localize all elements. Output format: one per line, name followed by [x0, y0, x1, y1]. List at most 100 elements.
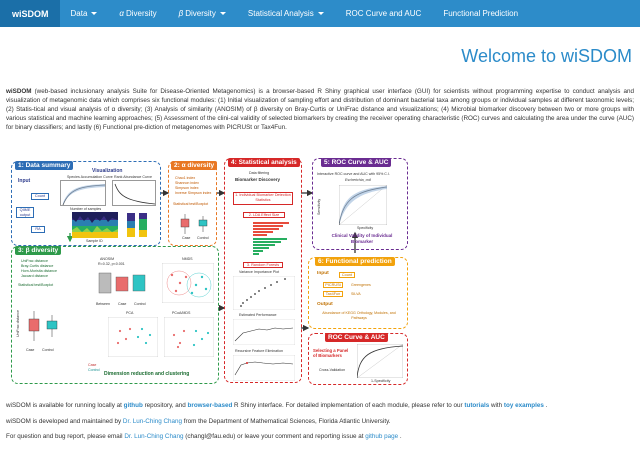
panel-roc-auc: 5: ROC Curve & AUC Interactive ROC curve… — [312, 158, 408, 250]
p3-dist-2: Horn-Morisita distance — [21, 269, 57, 273]
p3-dim-label: Dimension reduction and clustering — [104, 371, 190, 377]
p5-sens-label: Sensitivity — [317, 198, 321, 215]
github-page-link[interactable]: github page — [365, 433, 399, 440]
p4-vip-label: Variance Importance Plot — [239, 270, 280, 274]
p3-pcoa-plot-graphic — [164, 317, 214, 357]
nav-stat-label: Statistical Analysis — [247, 9, 314, 18]
panel-5-title: 5: ROC Curve & AUC — [321, 158, 392, 167]
p2-case-label: Case — [182, 236, 191, 240]
panel-data-summary: 1: Data summary Input Count QIIME output… — [11, 161, 161, 246]
author-link[interactable]: Dr. Lun-Ching Chang — [122, 418, 183, 425]
panel-beta-diversity: 3: β diversity UniFrac distance Bray-Cur… — [11, 246, 219, 384]
panel-functional-prediction: 6: Functional prediction Input Count PIC… — [308, 257, 408, 329]
p2-index-2: Simpson index — [175, 186, 199, 190]
nav-data-label: Data — [70, 9, 88, 18]
nav-beta-diversity-menu[interactable]: β Diversity — [168, 0, 237, 27]
p4-est-plot-graphic — [233, 319, 295, 345]
p3-dist-1: Bray-Curtis distance — [21, 264, 54, 268]
p1-sac-label: Species Accumulation Curve — [67, 175, 113, 179]
p3-control-label: Control — [42, 348, 54, 352]
tutorials-link[interactable]: tutorials — [464, 402, 490, 409]
caret-down-icon — [91, 12, 98, 15]
nav-beta-label: Diversity — [185, 9, 216, 18]
rac-curve-graphic — [114, 183, 156, 205]
alpha-symbol: α — [119, 9, 124, 18]
footer-line-3: For question and bug report, please emai… — [6, 432, 634, 441]
p7-roc-plot-graphic — [357, 344, 403, 378]
p5-clin-label: Clinical Validity of Individual Biomarke… — [331, 233, 393, 244]
p2-control-label: Control — [197, 236, 209, 240]
p6-input-label: Input — [317, 271, 329, 276]
intro-text: (web-based inclusionary analysis Suite f… — [6, 88, 634, 131]
intro-paragraph: wiSDOM (web-based inclusionary analysis … — [6, 87, 634, 132]
p1-sac-plot — [60, 180, 106, 206]
nav-data-menu[interactable]: Data — [60, 0, 109, 27]
p3-between-label: Between — [96, 302, 110, 306]
p5-spec-label: Specificity — [357, 226, 374, 230]
p1-rac-plot — [112, 180, 156, 206]
footer-2-b: from the Department of Mathematical Scie… — [182, 418, 391, 425]
p6-tax4fun-box: Tax4Fun — [323, 291, 343, 297]
p3-pca-label: PCA — [126, 311, 134, 315]
nav-statistical-analysis-menu[interactable]: Statistical Analysis — [237, 0, 335, 27]
brand-link[interactable]: wiSDOM — [0, 0, 60, 27]
panel-statistical-analysis: 4: Statistical analysis Data filtering B… — [224, 158, 302, 383]
nav-alpha-diversity[interactable]: α Diversity — [108, 0, 167, 27]
toy-examples-link[interactable]: toy examples — [503, 402, 544, 409]
panel-alpha-diversity: 2: α diversity Chao1 index Shannon index… — [168, 161, 218, 246]
p3-dist-0: UniFrac distance — [21, 259, 48, 263]
footer-1-c: R Shiny interface. For detailed implemen… — [232, 402, 465, 409]
p3-stat-label: Statistical test/Boxplot — [18, 283, 54, 287]
p3-r-label: R=0.32, p<0.001 — [98, 262, 125, 266]
footer-line-1: wiSDOM is available for running locally … — [6, 401, 634, 410]
p4-rfe-label: Recursive Feature Elimination — [235, 349, 283, 353]
count-bar-graphic — [127, 213, 147, 237]
panel-1-title: 1: Data summary — [15, 161, 74, 170]
p7-cv-label: Cross-Validation — [319, 368, 346, 372]
p4-b3-box: 3. Random Forests — [243, 262, 283, 268]
panel-6-title: 6: Functional prediction — [315, 257, 395, 266]
p1-stacked-bar-plot — [72, 212, 118, 238]
p3-legend-case: Case — [88, 363, 97, 367]
p6-picrust-box: PICRUSt — [323, 282, 343, 288]
p3-case-axis-label: Case — [118, 302, 127, 306]
p3-nmds-label: NMDS — [182, 257, 193, 261]
p3-anosim-label: ANOSIM — [100, 257, 115, 261]
p7-sub-label: Selecting a Panel of Biomarkers — [313, 348, 349, 358]
p4-est-label: Estimated Performance — [239, 313, 277, 317]
p3-yaxis-label: UniFrac distance — [16, 310, 20, 337]
p3-legend-control: Control — [88, 368, 100, 372]
p2-boxplot-graphic — [180, 214, 208, 234]
p1-visualization-label: Visualization — [92, 168, 123, 174]
p6-count-box: Count — [339, 272, 355, 278]
footer-1-b: repository, and — [142, 402, 188, 409]
p3-dist-3: Jaccard distance — [21, 274, 48, 278]
panel-7-title: ROC Curve & AUC — [325, 333, 388, 342]
browser-based-link[interactable]: browser-based — [187, 402, 233, 409]
sac-curve-graphic — [62, 184, 106, 206]
p3-boxplot-graphic — [28, 311, 58, 341]
p1-count-bar-plot — [125, 210, 155, 240]
p1-rac-label: Rank Abundance Curve — [114, 175, 152, 179]
footer-1-a: wiSDOM is available for running locally … — [6, 402, 124, 409]
author-email-link[interactable]: Dr. Lun-Ching Chang — [124, 433, 184, 440]
footer-3-a: For question and bug report, please emai… — [6, 433, 125, 440]
github-link[interactable]: github — [123, 402, 143, 409]
p1-sample-id-label: Sample ID — [86, 239, 103, 243]
p6-greengenes-label: Greengenes — [351, 283, 371, 287]
p1-qiime-box: QIIME output — [16, 207, 34, 218]
p2-stat-label: Statistical test/Boxplot — [173, 202, 209, 206]
caret-down-icon — [219, 12, 226, 15]
p2-index-3: Inverse Simpson index — [175, 191, 212, 195]
p2-index-1: Shannon index — [175, 181, 199, 185]
p4-b1-text: 1. Individual Biomarker Detection Statis… — [235, 193, 291, 202]
p1-count-box: Count — [31, 193, 49, 200]
stacked-bar-graphic — [72, 212, 118, 238]
nav-roc-auc[interactable]: ROC Curve and AUC — [335, 0, 433, 27]
p3-control-axis-label: Control — [134, 302, 146, 306]
p3-pcoa-label: PCoA/MDS — [172, 311, 191, 315]
nav-functional-prediction[interactable]: Functional Prediction — [432, 0, 529, 27]
p3-pca-plot-graphic — [108, 317, 158, 357]
footer-2-a: wiSDOM is developed and maintained by — [6, 418, 123, 425]
top-navbar: wiSDOM Data α Diversity β Diversity Statis… — [0, 0, 640, 27]
